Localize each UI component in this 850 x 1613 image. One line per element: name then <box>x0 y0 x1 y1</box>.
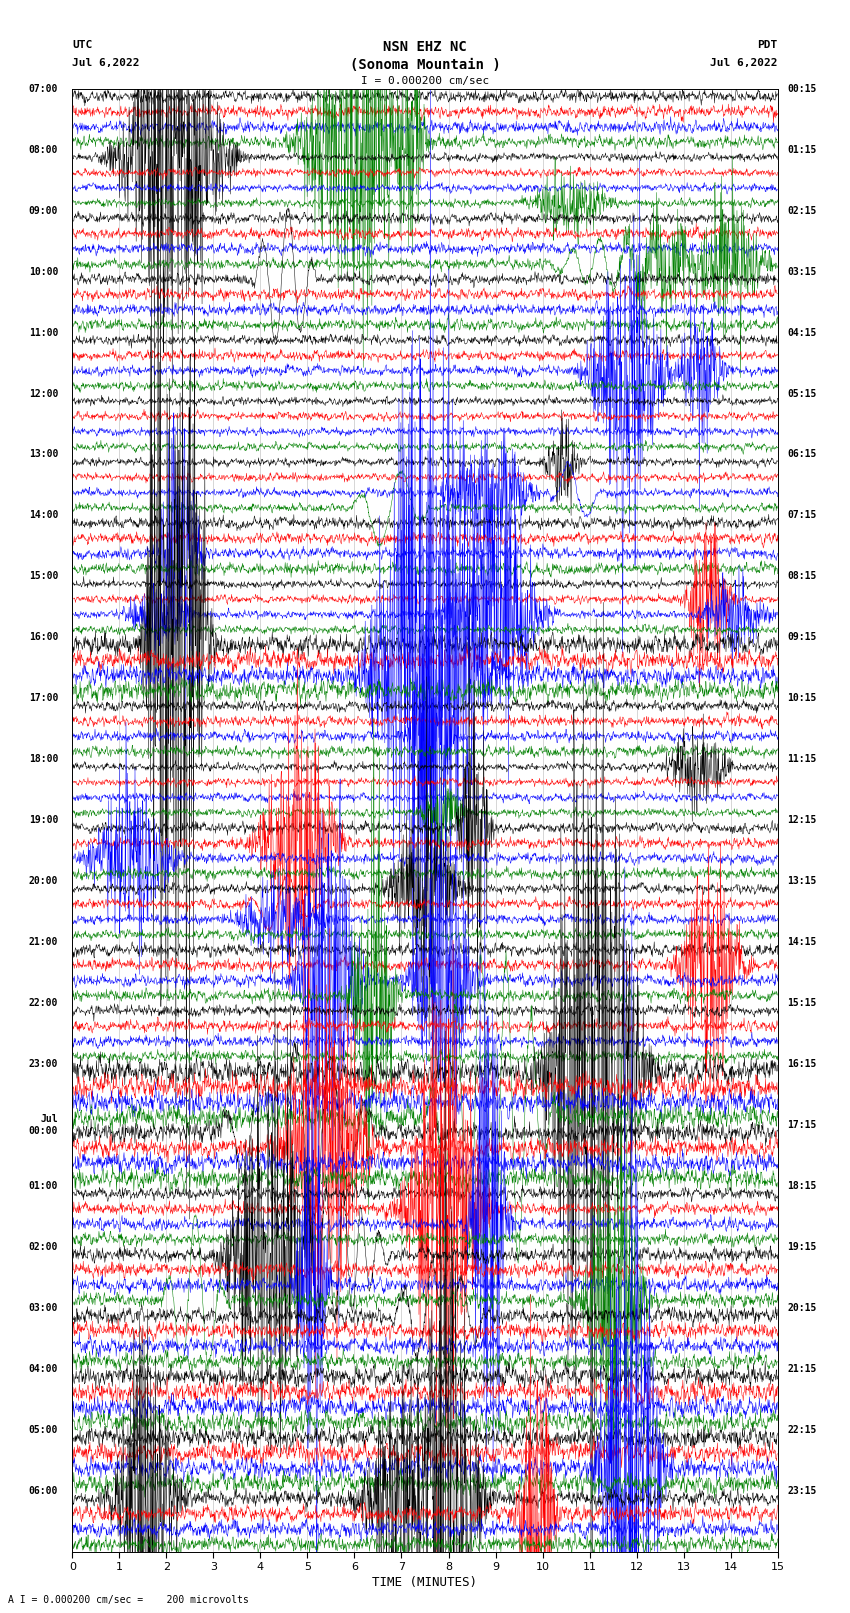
Text: 22:15: 22:15 <box>787 1424 817 1436</box>
Text: 07:15: 07:15 <box>787 510 817 521</box>
Text: 16:00: 16:00 <box>29 632 58 642</box>
Text: 04:00: 04:00 <box>29 1365 58 1374</box>
Text: Jul 6,2022: Jul 6,2022 <box>72 58 139 68</box>
Text: Jul 6,2022: Jul 6,2022 <box>711 58 778 68</box>
Text: 12:15: 12:15 <box>787 815 817 826</box>
Text: 11:00: 11:00 <box>29 327 58 337</box>
Text: 17:15: 17:15 <box>787 1119 817 1131</box>
Text: 11:15: 11:15 <box>787 755 817 765</box>
Text: I = 0.000200 cm/sec: I = 0.000200 cm/sec <box>361 76 489 85</box>
Text: 01:15: 01:15 <box>787 145 817 155</box>
Text: 09:15: 09:15 <box>787 632 817 642</box>
Text: 21:15: 21:15 <box>787 1365 817 1374</box>
Text: 01:00: 01:00 <box>29 1181 58 1190</box>
Text: (Sonoma Mountain ): (Sonoma Mountain ) <box>349 58 501 73</box>
Text: 19:15: 19:15 <box>787 1242 817 1252</box>
Text: A I = 0.000200 cm/sec =    200 microvolts: A I = 0.000200 cm/sec = 200 microvolts <box>8 1595 249 1605</box>
Text: 19:00: 19:00 <box>29 815 58 826</box>
Text: 14:00: 14:00 <box>29 510 58 521</box>
Text: 07:00: 07:00 <box>29 84 58 94</box>
Text: 06:15: 06:15 <box>787 450 817 460</box>
Text: 10:00: 10:00 <box>29 266 58 276</box>
Text: 05:15: 05:15 <box>787 389 817 398</box>
Text: 13:00: 13:00 <box>29 450 58 460</box>
Text: 18:00: 18:00 <box>29 755 58 765</box>
Text: 08:15: 08:15 <box>787 571 817 581</box>
Text: 16:15: 16:15 <box>787 1060 817 1069</box>
Text: 06:00: 06:00 <box>29 1486 58 1495</box>
Text: UTC: UTC <box>72 40 93 50</box>
Text: 21:00: 21:00 <box>29 937 58 947</box>
Text: PDT: PDT <box>757 40 778 50</box>
Text: 02:00: 02:00 <box>29 1242 58 1252</box>
Text: 17:00: 17:00 <box>29 694 58 703</box>
Text: 15:00: 15:00 <box>29 571 58 581</box>
Text: 08:00: 08:00 <box>29 145 58 155</box>
X-axis label: TIME (MINUTES): TIME (MINUTES) <box>372 1576 478 1589</box>
Text: 13:15: 13:15 <box>787 876 817 886</box>
Text: 03:15: 03:15 <box>787 266 817 276</box>
Text: 15:15: 15:15 <box>787 998 817 1008</box>
Text: 10:15: 10:15 <box>787 694 817 703</box>
Text: 02:15: 02:15 <box>787 205 817 216</box>
Text: 23:00: 23:00 <box>29 1060 58 1069</box>
Text: 20:15: 20:15 <box>787 1303 817 1313</box>
Text: Jul
00:00: Jul 00:00 <box>29 1115 58 1136</box>
Text: 05:00: 05:00 <box>29 1424 58 1436</box>
Text: 03:00: 03:00 <box>29 1303 58 1313</box>
Text: 04:15: 04:15 <box>787 327 817 337</box>
Text: 09:00: 09:00 <box>29 205 58 216</box>
Text: NSN EHZ NC: NSN EHZ NC <box>383 40 467 55</box>
Text: 18:15: 18:15 <box>787 1181 817 1190</box>
Text: 14:15: 14:15 <box>787 937 817 947</box>
Text: 23:15: 23:15 <box>787 1486 817 1495</box>
Text: 00:15: 00:15 <box>787 84 817 94</box>
Text: 12:00: 12:00 <box>29 389 58 398</box>
Text: 20:00: 20:00 <box>29 876 58 886</box>
Text: 22:00: 22:00 <box>29 998 58 1008</box>
